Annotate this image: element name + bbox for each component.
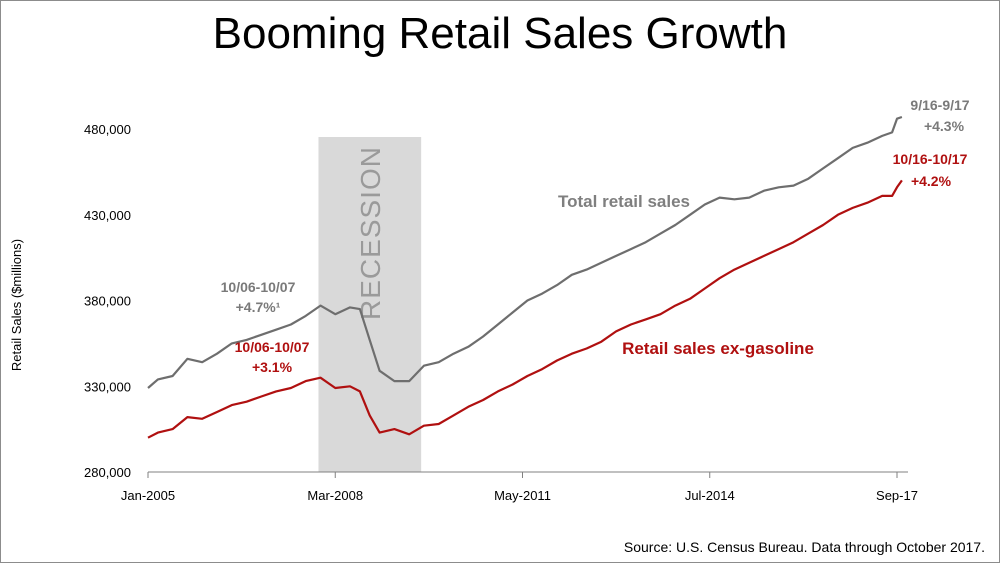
y-tick-label: 430,000 bbox=[84, 208, 131, 223]
x-tick-label: Sep-17 bbox=[876, 488, 918, 503]
source-note: Source: U.S. Census Bureau. Data through… bbox=[624, 539, 985, 555]
chart-title: Booming Retail Sales Growth bbox=[213, 9, 788, 58]
annotation-total-2017-pct: +4.3% bbox=[924, 118, 965, 134]
series-layer bbox=[147, 115, 903, 439]
x-tick-label: May-2011 bbox=[494, 488, 551, 503]
x-tick-label: Mar-2008 bbox=[307, 488, 363, 503]
series-label-total-retail: Total retail sales bbox=[558, 192, 690, 211]
recession-label: RECESSION bbox=[355, 146, 386, 320]
annotation-exgas-2017-pct: +4.2% bbox=[911, 173, 952, 189]
annotation-exgas-2017-range: 10/16-10/17 bbox=[893, 151, 968, 167]
y-tick-label: 380,000 bbox=[84, 294, 131, 309]
annotation-total-2007-range: 10/06-10/07 bbox=[221, 279, 296, 295]
x-axis-ticks: Jan-2005 Mar-2008 May-2011 Jul-2014 Sep-17 bbox=[121, 472, 918, 503]
y-axis-label: Retail Sales ($millions) bbox=[9, 239, 24, 371]
x-tick-label: Jul-2014 bbox=[685, 488, 735, 503]
y-tick-label: 330,000 bbox=[84, 379, 131, 394]
annotation-exgas-2007-range: 10/06-10/07 bbox=[235, 339, 310, 355]
y-tick-label: 280,000 bbox=[84, 465, 131, 480]
x-tick-label: Jan-2005 bbox=[121, 488, 175, 503]
y-axis-ticks: 280,000 330,000 380,000 430,000 480,000 bbox=[84, 122, 131, 480]
series-line-total-retail bbox=[147, 115, 903, 389]
annotation-total-2007-pct: +4.7%¹ bbox=[236, 299, 281, 315]
y-tick-label: 480,000 bbox=[84, 122, 131, 137]
annotation-total-2017-range: 9/16-9/17 bbox=[910, 97, 969, 113]
annotation-exgas-2007-pct: +3.1% bbox=[252, 359, 293, 375]
series-label-ex-gasoline: Retail sales ex-gasoline bbox=[622, 339, 814, 358]
series-line-ex-gasoline bbox=[147, 179, 903, 439]
